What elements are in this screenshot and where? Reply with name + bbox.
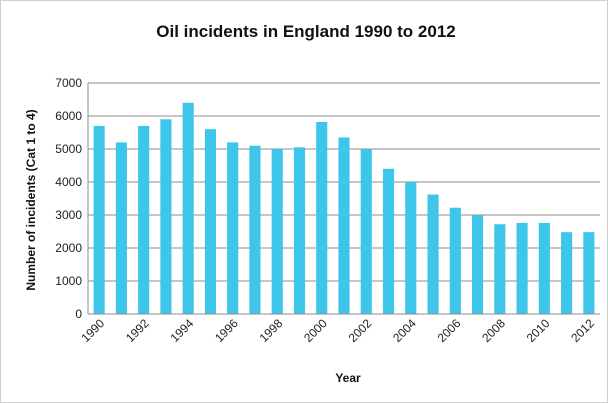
x-tick-label: 2002 (346, 316, 375, 345)
x-tick-label: 2010 (524, 316, 553, 345)
y-tick-labels: 0 1000 2000 3000 4000 5000 6000 7000 (55, 76, 82, 321)
bar-1996 (227, 142, 239, 314)
y-tick-label: 6000 (55, 109, 82, 123)
x-tick-label: 2012 (568, 316, 597, 345)
bar-2001 (338, 137, 350, 314)
x-tick-labels: 1990 1992 1994 1996 1998 2000 2002 2004 2006 2008… (78, 316, 597, 345)
bar-1991 (115, 142, 127, 314)
bar-1993 (160, 119, 172, 314)
bar-2003 (382, 168, 395, 314)
bar-2006 (449, 207, 461, 314)
x-tick-label: 1992 (123, 316, 152, 345)
bar-1995 (204, 129, 216, 314)
bar-1990 (93, 125, 105, 315)
x-tick-label: 2006 (435, 316, 464, 345)
bar-1998 (271, 149, 283, 314)
x-tick-label: 1990 (78, 316, 107, 345)
x-tick-label: 2000 (301, 316, 330, 345)
bar-1992 (138, 125, 150, 315)
bar-2012 (583, 232, 595, 314)
y-tick-label: 7000 (55, 76, 82, 90)
x-tick-label: 1998 (257, 316, 286, 345)
y-tick-label: 4000 (55, 175, 82, 189)
bar-1994 (182, 102, 194, 314)
bar-2011 (561, 232, 573, 314)
x-tick-label: 1994 (168, 316, 197, 345)
bar-2009 (516, 222, 528, 314)
bar-2002 (360, 149, 372, 314)
bar-2004 (405, 182, 417, 314)
x-tick-label: 1996 (212, 316, 241, 345)
x-tick-label: 2008 (479, 316, 508, 345)
y-tick-label: 0 (75, 307, 82, 321)
y-tick-label: 5000 (55, 142, 82, 156)
bars (93, 102, 595, 315)
bar-2010 (538, 222, 550, 314)
y-tick-label: 2000 (55, 241, 82, 255)
bar-1999 (293, 147, 306, 314)
x-tick-label: 2004 (390, 316, 419, 345)
bar-2005 (427, 194, 439, 314)
y-axis-title: Number of incidents (Cat 1 to 4) (24, 109, 38, 290)
chart-title: Oil incidents in England 1990 to 2012 (156, 22, 455, 41)
y-tick-label: 3000 (55, 208, 82, 222)
bar-2007 (472, 215, 484, 314)
bar-2008 (494, 224, 506, 314)
bar-1997 (249, 145, 261, 314)
x-axis-title: Year (335, 371, 361, 385)
y-tick-label: 1000 (55, 274, 82, 288)
bar-2000 (316, 121, 328, 314)
